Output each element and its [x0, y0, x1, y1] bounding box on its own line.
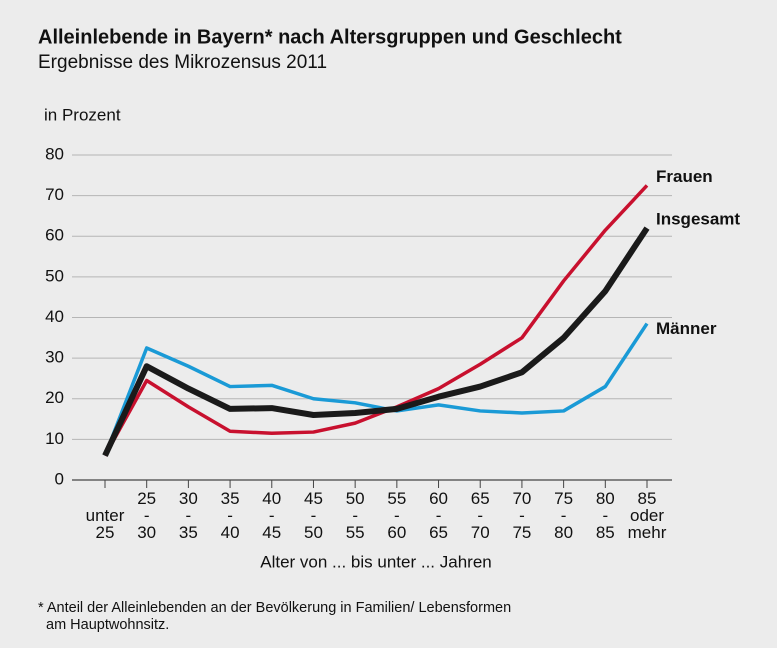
x-axis-label: Alter von ... bis unter ... Jahren — [260, 552, 492, 571]
x-tick-label: 50 -55 — [346, 489, 365, 542]
x-tick-label: 35 -40 — [221, 489, 240, 542]
chart-title: Alleinlebende in Bayern* nach Altersgrup… — [38, 26, 622, 48]
series-label: Frauen — [656, 167, 713, 186]
y-tick-label: 80 — [45, 144, 64, 163]
chart-subtitle: Ergebnisse des Mikrozensus 2011 — [38, 52, 327, 73]
x-tick-label: 30 -35 — [179, 489, 198, 542]
y-tick-label: 40 — [45, 307, 64, 326]
y-tick-label: 10 — [45, 429, 64, 448]
x-tick-label: 60 -65 — [429, 489, 448, 542]
y-tick-label: 30 — [45, 348, 64, 367]
x-tick-label: 25 -30 — [137, 489, 156, 542]
y-tick-label: 60 — [45, 226, 64, 245]
series-label: Männer — [656, 319, 717, 338]
series-line — [103, 322, 649, 457]
x-tick-label: unter 25 — [86, 506, 125, 542]
series-line — [102, 226, 650, 457]
x-tick-label: 70 -75 — [512, 489, 531, 542]
y-tick-label: 50 — [45, 266, 64, 285]
x-tick-label: 55 -60 — [387, 489, 406, 542]
x-tick-label: 75 -80 — [554, 489, 573, 542]
y-tick-label: 0 — [55, 469, 64, 488]
footnote: am Hauptwohnsitz. — [46, 617, 169, 633]
series-label: Insgesamt — [656, 210, 740, 229]
x-tick-label: 45 -50 — [304, 489, 323, 542]
y-axis-label: in Prozent — [44, 105, 121, 124]
x-tick-label: 85 oder mehr — [628, 489, 667, 542]
x-tick-label: 40 -45 — [262, 489, 281, 542]
footnote: * Anteil der Alleinlebenden an der Bevöl… — [38, 600, 511, 616]
y-tick-label: 20 — [45, 388, 64, 407]
x-tick-label: 80 -85 — [596, 489, 615, 542]
series-line — [103, 184, 649, 457]
x-tick-label: 65 -70 — [471, 489, 490, 542]
y-tick-label: 70 — [45, 185, 64, 204]
